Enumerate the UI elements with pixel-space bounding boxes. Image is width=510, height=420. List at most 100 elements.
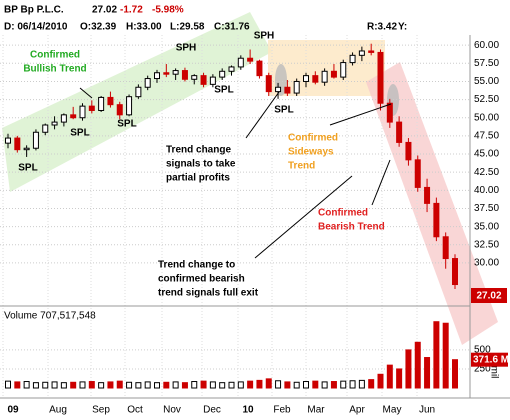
annotation: Confirmed (318, 208, 368, 219)
candle-body (219, 70, 226, 78)
candle-body (368, 50, 375, 53)
volume-bar (98, 382, 105, 389)
candle-body (303, 75, 309, 82)
volume-bar (14, 381, 21, 389)
candle-body (256, 60, 263, 77)
annotation: partial profits (166, 173, 230, 184)
candle-body (60, 114, 67, 123)
annotation: Bearish Trend (318, 222, 385, 233)
annotation: Confirmed (30, 50, 80, 61)
candle-body (228, 66, 235, 72)
y-tick-label: 37.50 (474, 203, 499, 214)
candle-body (163, 72, 170, 75)
candle-body (144, 78, 151, 88)
y-tick-label: 47.50 (474, 131, 499, 142)
candle-body (237, 57, 244, 68)
arrow (245, 91, 280, 139)
candle-body (377, 51, 384, 104)
volume-bar (275, 380, 282, 389)
annotation: Trend change to (158, 260, 235, 271)
y-tick-label: 60.00 (474, 40, 499, 51)
y-tick-label: 500 (474, 345, 491, 356)
x-tick-label: May (383, 405, 402, 416)
y-tick-label: 42.50 (474, 167, 499, 178)
volume-unit: mil (488, 366, 499, 379)
volume-bar (23, 381, 30, 389)
candle-body (247, 57, 254, 62)
y-tick-label: 57.50 (474, 58, 499, 69)
candle-body (321, 70, 328, 83)
arrow (79, 87, 93, 99)
marks (5, 43, 458, 389)
candle-body (330, 70, 337, 78)
candle-body (442, 236, 449, 260)
candle-body (107, 96, 114, 106)
y-tick-label: 40.00 (474, 185, 499, 196)
volume-bar (88, 381, 95, 389)
candle-body (414, 159, 421, 188)
date: D: 06/14/2010 (4, 22, 68, 33)
x-tick-label: Feb (273, 405, 291, 416)
candle-body (312, 75, 319, 83)
arrow (254, 175, 353, 259)
candle-body (135, 86, 142, 98)
y-tick-label: 250 (474, 364, 491, 375)
volume-bar (116, 380, 123, 389)
volume-bar (424, 357, 431, 389)
candle-body (452, 258, 458, 286)
last-price-label: 27.02 (476, 291, 501, 302)
annotation: SPH (176, 43, 197, 54)
x-tick-label: Sep (92, 405, 110, 416)
candle-body (79, 105, 86, 119)
candle-body (209, 76, 216, 85)
volume-bar (191, 381, 198, 389)
arrow (329, 103, 392, 126)
volume-bar (405, 349, 412, 389)
last-price-box (471, 288, 507, 303)
y-tick-label: 52.50 (474, 94, 499, 105)
volume-label: 371.6 M (473, 354, 509, 365)
x-tick-label: Dec (203, 405, 221, 416)
volume-bar (209, 381, 216, 389)
volume-bar (154, 382, 160, 389)
candle-body (23, 147, 30, 151)
candle-body (126, 96, 133, 116)
annotation: Confirmed (288, 133, 338, 144)
candle-body (340, 62, 347, 78)
low: L:29.58 (170, 22, 205, 33)
volume-bar (228, 381, 235, 389)
y-tick-label: 30.00 (474, 258, 499, 269)
candle-body (275, 86, 282, 93)
candle-body (32, 131, 39, 149)
y-tick-label: 35.00 (474, 221, 499, 232)
grid (0, 35, 470, 398)
y-value: Y: (398, 22, 407, 33)
volume-bar (247, 380, 254, 389)
arrows (79, 87, 392, 259)
annotation: Trend (288, 161, 315, 172)
volume-bar (144, 381, 151, 389)
x-tick-label: Apr (349, 405, 365, 416)
volume-bar (321, 381, 328, 389)
volume-bar (135, 382, 142, 389)
price: 27.02 (92, 5, 117, 16)
volume-bar (172, 381, 179, 389)
close: C:31.76 (214, 22, 250, 33)
volume-bar (396, 368, 403, 389)
volume-bar (79, 381, 86, 389)
volume-bar (200, 380, 207, 389)
volume-bar (42, 381, 49, 389)
x-tick-label: Oct (127, 405, 143, 416)
annotation: signals to take (166, 159, 236, 170)
annotation: Trend change (166, 145, 231, 156)
annotation: SPL (274, 105, 293, 116)
y-tick-label: 50.00 (474, 112, 499, 123)
candle-body (405, 141, 412, 161)
x-tick-label: Nov (163, 405, 181, 416)
y-tick-label: 32.50 (474, 239, 499, 250)
volume-bar (181, 382, 188, 389)
annotation: SPL (117, 119, 136, 130)
candle-body (265, 75, 272, 93)
volume-bar (256, 379, 263, 389)
annotation: Sideways (288, 147, 334, 158)
